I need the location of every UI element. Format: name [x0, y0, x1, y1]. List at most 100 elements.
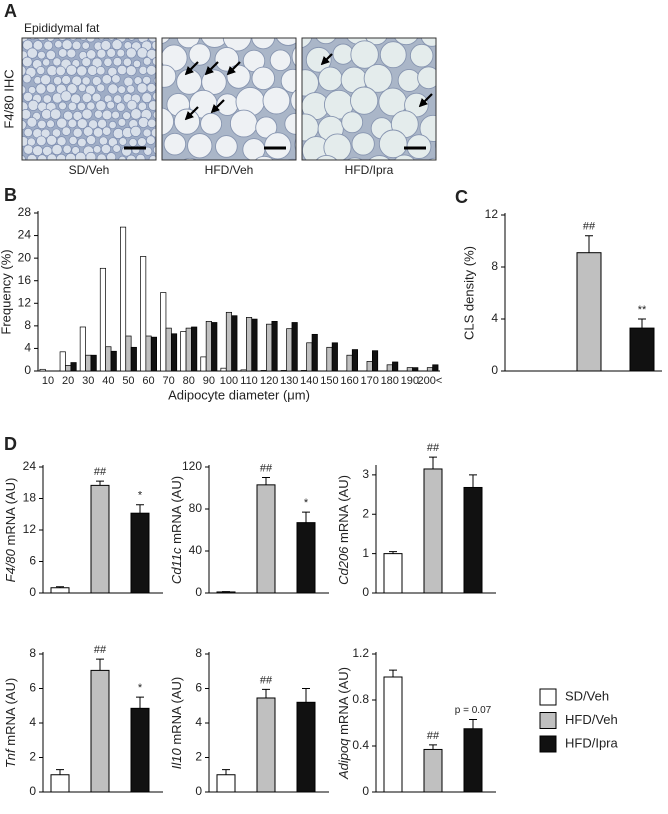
cell — [58, 101, 67, 111]
bar — [240, 369, 247, 372]
y-tick-label: 0 — [24, 363, 31, 377]
bar — [296, 701, 316, 793]
cell — [132, 0, 160, 23]
cell — [284, 113, 296, 135]
error-bar — [389, 551, 397, 554]
cell — [103, 57, 113, 67]
bar — [432, 364, 439, 372]
bar — [205, 320, 212, 372]
error-bar — [262, 688, 270, 698]
cell — [22, 43, 23, 50]
error-bar — [136, 696, 144, 709]
cell — [9, 51, 17, 59]
cell — [76, 118, 88, 129]
cell — [152, 145, 156, 155]
cell — [65, 152, 77, 160]
cell — [279, 0, 302, 23]
cell — [37, 154, 48, 160]
cell — [125, 65, 137, 77]
bar — [216, 774, 236, 793]
micrograph-frame — [301, 37, 437, 161]
cell — [141, 92, 153, 104]
annotation: * — [304, 497, 309, 509]
error-bar — [429, 744, 437, 750]
cell — [26, 116, 38, 128]
cell — [32, 40, 44, 51]
cell — [146, 49, 156, 60]
cell — [162, 107, 175, 136]
cell — [133, 24, 141, 32]
y-tick-label: 6 — [195, 681, 202, 695]
cell — [116, 48, 126, 58]
cell — [56, 117, 68, 129]
cell — [118, 137, 128, 146]
bar — [125, 335, 132, 372]
cell — [66, 48, 77, 59]
y-label: Adipoq mRNA (AU) — [336, 667, 351, 780]
bar — [383, 553, 403, 594]
cell — [57, 38, 68, 41]
y-label: Cd11c mRNA (AU) — [169, 476, 184, 584]
cell — [91, 92, 102, 103]
cell — [27, 99, 39, 111]
cell — [126, 84, 136, 94]
y-tick-label: 6 — [29, 554, 36, 568]
error-bar — [638, 318, 646, 329]
cell — [92, 145, 102, 154]
cell — [82, 126, 94, 137]
annotation: ## — [427, 442, 440, 454]
bar — [392, 361, 399, 372]
cell — [125, 47, 137, 59]
y-label-unit: mRNA (AU) — [336, 475, 351, 547]
y-label: F4/80 mRNA (AU) — [3, 478, 18, 583]
bar — [90, 484, 110, 594]
bar — [180, 331, 187, 372]
y-label: Tnf mRNA (AU) — [3, 678, 18, 768]
cell — [76, 65, 88, 77]
cell — [79, 38, 88, 41]
bar — [331, 342, 338, 372]
cell — [304, 161, 331, 188]
error-bar — [429, 456, 437, 469]
cell — [85, 151, 97, 160]
y-label-unit: mRNA (AU) — [3, 678, 18, 750]
cell — [162, 64, 177, 88]
cell — [393, 154, 415, 160]
cell — [122, 57, 132, 67]
bar — [220, 367, 227, 372]
cell — [37, 119, 47, 130]
error-bar — [469, 474, 477, 488]
legend-label: SD/Veh — [565, 688, 609, 703]
bar — [211, 322, 218, 372]
cell — [123, 162, 132, 171]
cell — [222, 38, 252, 52]
cell — [112, 127, 124, 139]
bar — [59, 351, 66, 372]
y-tick-label: 4 — [491, 311, 498, 325]
cell — [46, 83, 56, 94]
y-tick-label: 8 — [491, 259, 498, 273]
cell — [116, 64, 128, 76]
cell — [107, 83, 119, 95]
error-bar — [96, 658, 104, 671]
cell — [433, 0, 454, 19]
cell — [394, 38, 419, 46]
cell — [381, 0, 406, 21]
cell — [187, 133, 213, 159]
cell — [108, 120, 117, 130]
cell — [146, 65, 156, 76]
cell — [7, 136, 16, 145]
cell — [229, 109, 258, 138]
cell — [22, 56, 33, 68]
bar — [256, 484, 276, 594]
bar — [65, 365, 72, 372]
y-label-gene: Cd11c — [169, 547, 184, 584]
error-bar — [222, 769, 230, 775]
cell — [147, 118, 156, 128]
cell — [315, 38, 337, 45]
y-tick-label: 3 — [362, 467, 369, 481]
cell — [154, 164, 162, 172]
bar — [50, 774, 70, 793]
cell — [81, 57, 92, 67]
cell — [9, 33, 18, 42]
